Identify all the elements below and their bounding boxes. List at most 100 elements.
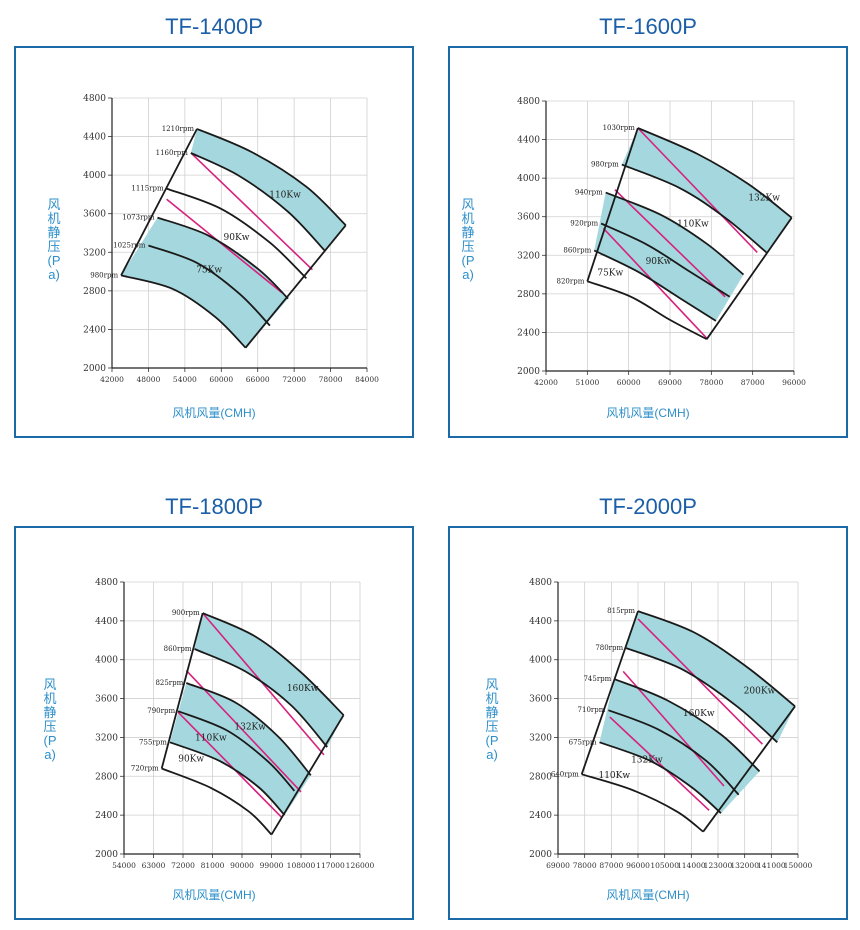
- x-tick-label: 105000: [650, 861, 679, 870]
- rpm-curve: [608, 709, 740, 796]
- rpm-curve: [166, 187, 307, 279]
- y-tick-label: 3600: [529, 695, 552, 705]
- operating-boundary: [580, 610, 639, 775]
- x-tick-label: 42000: [100, 375, 124, 384]
- rpm-label: 1115rpm: [131, 185, 164, 193]
- rpm-label: 780rpm: [595, 644, 623, 652]
- shaded-power-band: [190, 128, 346, 251]
- x-tick-label: 42000: [534, 378, 558, 387]
- rpm-label: 860rpm: [164, 645, 192, 653]
- y-tick-label: 2400: [517, 328, 540, 338]
- rpm-curve: [202, 612, 345, 716]
- rpm-curve: [581, 773, 704, 833]
- y-tick-label: 3200: [529, 733, 552, 743]
- rpm-label: 820rpm: [557, 277, 585, 285]
- y-tick-label: 2800: [517, 290, 540, 300]
- y-tick-label: 4800: [83, 94, 106, 104]
- y-tick-label: 2000: [95, 850, 118, 860]
- chart-frame: 风机静压(Pa) 54000 63000 72000 81000 90000 99000 1…: [14, 526, 414, 920]
- y-tick-label: 4400: [83, 133, 106, 143]
- rpm-label: 755rpm: [139, 738, 167, 746]
- y-tick-label: 2800: [83, 287, 106, 297]
- operating-boundary: [244, 224, 347, 349]
- x-axis-label: 风机风量(CMH): [606, 888, 690, 902]
- y-tick-label: 4000: [517, 174, 540, 184]
- x-tick-label: 123000: [704, 861, 733, 870]
- x-tick-label: 51000: [575, 378, 599, 387]
- y-tick-label: 4800: [517, 97, 540, 107]
- x-axis-label: 风机风量(CMH): [172, 406, 256, 420]
- rpm-curve: [637, 127, 793, 219]
- y-tick-label: 3600: [95, 695, 118, 705]
- chart-frame: 风机静压(Pa) 42000 51000 60000 69000 78000 87000 9…: [448, 46, 848, 438]
- y-axis-label: 风机静压(Pa): [47, 197, 61, 282]
- x-tick-label: 126000: [346, 861, 375, 870]
- power-label: 160Kw: [683, 709, 715, 719]
- x-axis-label: 风机风量(CMH): [172, 888, 256, 902]
- y-tick-label: 4800: [95, 578, 118, 588]
- power-line: [177, 711, 282, 818]
- power-label: 132Kw: [748, 193, 780, 203]
- power-label: 90Kw: [224, 233, 250, 243]
- y-tick-label: 2400: [529, 811, 552, 821]
- y-axis-label: 风机静压(Pa): [485, 677, 499, 762]
- y-tick-label: 4400: [95, 617, 118, 627]
- x-tick-label: 69000: [546, 861, 570, 870]
- x-tick-label: 63000: [142, 861, 166, 870]
- y-axis-label: 风机静压(Pa): [43, 677, 57, 762]
- rpm-curve: [169, 741, 286, 816]
- rpm-label: 640rpm: [551, 770, 579, 778]
- operating-boundary: [702, 705, 796, 833]
- rpm-label: 745rpm: [583, 675, 611, 683]
- chart-plot: 54000 63000 72000 81000 90000 99000 108000 1170…: [95, 578, 375, 870]
- operating-boundary: [160, 612, 204, 769]
- rpm-curve: [148, 244, 271, 327]
- chart-title: TF-1600P: [599, 14, 697, 39]
- rpm-label: 790rpm: [147, 707, 175, 715]
- rpm-curve: [600, 222, 731, 298]
- rpm-curve: [637, 610, 796, 707]
- y-tick-label: 4000: [95, 656, 118, 666]
- operating-boundary: [706, 217, 793, 340]
- y-tick-label: 2400: [83, 325, 106, 335]
- x-tick-label: 72000: [171, 861, 195, 870]
- power-line: [190, 152, 313, 271]
- x-tick-label: 60000: [617, 378, 641, 387]
- rpm-label: 815rpm: [607, 607, 635, 615]
- chart-panel-2: TF-1600P 风机静压(Pa) 42000 51000 60000 69000 78…: [448, 0, 848, 440]
- rpm-label: 980rpm: [90, 271, 118, 279]
- x-tick-label: 54000: [112, 861, 136, 870]
- x-tick-label: 99000: [260, 861, 284, 870]
- rpm-label: 860rpm: [563, 246, 591, 254]
- x-tick-label: 96000: [626, 861, 650, 870]
- chart-plot: 69000 78000 87000 96000 10500011400012300013…: [529, 578, 813, 870]
- rpm-label: 920rpm: [570, 219, 598, 227]
- operating-boundary: [270, 714, 345, 836]
- power-label: 75Kw: [196, 266, 222, 276]
- rpm-curve: [613, 678, 761, 773]
- y-tick-label: 4400: [529, 617, 552, 627]
- operating-boundary: [586, 127, 639, 282]
- power-label: 132Kw: [234, 723, 266, 733]
- rpm-label: 1210rpm: [162, 125, 195, 133]
- chart-panel-4: TF-2000P 风机静压(Pa) 69000 78000 87000 96000 10…: [448, 480, 848, 922]
- shaded-power-band: [626, 611, 795, 743]
- x-tick-label: 69000: [658, 378, 682, 387]
- y-tick-label: 2800: [95, 772, 118, 782]
- power-label: 132Kw: [631, 756, 663, 766]
- power-line: [614, 189, 726, 298]
- power-line: [609, 716, 710, 811]
- chart-frame: 风机静压(Pa) 69000 78000 87000 96000 105000 11400…: [448, 526, 848, 920]
- rpm-curve: [196, 128, 347, 226]
- x-tick-label: 132000: [730, 861, 759, 870]
- rpm-curve: [190, 152, 326, 252]
- y-tick-label: 4000: [83, 171, 106, 181]
- shaded-power-band: [621, 128, 792, 253]
- shaded-power-band: [594, 192, 744, 321]
- chart-title: TF-1800P: [165, 494, 263, 519]
- power-line: [602, 227, 708, 339]
- rpm-label: 980rpm: [591, 161, 619, 169]
- power-line: [637, 127, 758, 253]
- x-tick-label: 54000: [173, 375, 197, 384]
- x-tick-label: 150000: [784, 861, 813, 870]
